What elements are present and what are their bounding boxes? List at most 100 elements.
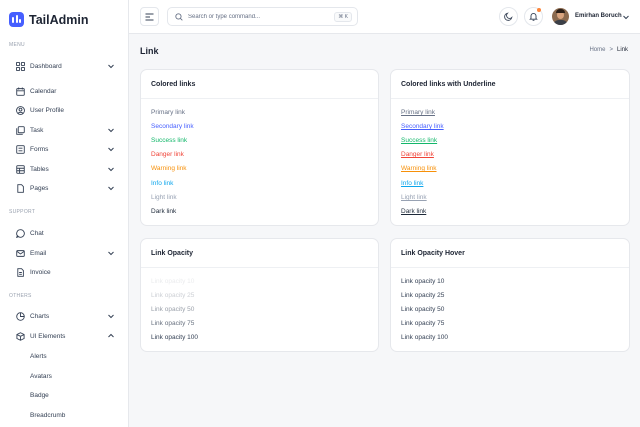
card-title: Colored links with Underline: [391, 70, 629, 99]
sidebar-item-chat[interactable]: Chat: [9, 226, 119, 240]
avatar[interactable]: [552, 8, 569, 25]
sidebar-item-label: Tables: [30, 165, 49, 173]
chevron-down-icon[interactable]: [622, 13, 630, 21]
sidebar-item-label: UI Elements: [30, 332, 66, 340]
card-title: Colored links: [141, 70, 378, 99]
card-link-opacity-hover: Link Opacity Hover Link opacity 10 Link …: [390, 238, 630, 352]
sidebar-item-label: Charts: [30, 312, 50, 320]
card-colored-links-underline: Colored links with Underline Primary lin…: [390, 69, 630, 226]
app-logo[interactable]: TailAdmin: [9, 12, 89, 27]
sidebar-item-email[interactable]: Email: [9, 246, 119, 260]
light-link[interactable]: Light link: [151, 194, 177, 201]
breadcrumb-separator: >: [609, 47, 613, 53]
table-icon: [14, 163, 27, 176]
pages-icon: [14, 182, 27, 195]
breadcrumb: Home > Link: [589, 47, 628, 53]
opacity-hover-50-link[interactable]: Link opacity 50: [401, 306, 445, 313]
warning-underline-link[interactable]: Warning link: [401, 165, 437, 172]
secondary-link[interactable]: Secondary link: [151, 123, 194, 130]
sidebar-item-label: Calendar: [30, 87, 57, 95]
logo-icon: [9, 12, 24, 27]
info-link[interactable]: Info link: [151, 180, 174, 187]
danger-link[interactable]: Danger link: [151, 151, 184, 158]
chevron-down-icon: [108, 251, 114, 256]
opacity-100-link[interactable]: Link opacity 100: [151, 334, 198, 341]
chevron-down-icon: [108, 147, 114, 152]
sidebar-item-label: Dashboard: [30, 62, 62, 70]
sidebar-subitem-breadcrumb[interactable]: Breadcrumb: [30, 412, 66, 419]
info-underline-link[interactable]: Info link: [401, 180, 424, 187]
breadcrumb-home-link[interactable]: Home: [589, 47, 606, 53]
sidebar-item-label: Task: [30, 126, 44, 134]
sidebar-item-label: Email: [30, 249, 47, 257]
card-link-opacity: Link Opacity Link opacity 10 Link opacit…: [140, 238, 379, 352]
chevron-down-icon: [108, 167, 114, 172]
invoice-icon: [14, 266, 27, 279]
section-label-support: SUPPORT: [9, 209, 36, 215]
user-icon: [14, 104, 27, 117]
opacity-25-link[interactable]: Link opacity 25: [151, 292, 195, 299]
light-underline-link[interactable]: Light link: [401, 194, 427, 201]
sidebar-item-tables[interactable]: Tables: [9, 162, 119, 176]
sidebar-subitem-avatars[interactable]: Avatars: [30, 373, 52, 380]
dark-link[interactable]: Dark link: [151, 208, 177, 215]
sidebar-item-task[interactable]: Task: [9, 123, 119, 137]
sidebar-item-label: Invoice: [30, 268, 51, 276]
sidebar-item-invoice[interactable]: Invoice: [9, 265, 119, 279]
sidebar-item-forms[interactable]: Forms: [9, 142, 119, 156]
sidebar-subitem-badge[interactable]: Badge: [30, 392, 49, 399]
opacity-hover-100-link[interactable]: Link opacity 100: [401, 334, 448, 341]
section-label-others: OTHERS: [9, 293, 32, 299]
section-label-menu: MENU: [9, 42, 25, 48]
notifications-button[interactable]: [524, 7, 543, 26]
task-icon: [14, 124, 27, 137]
opacity-10-link[interactable]: Link opacity 10: [151, 278, 195, 285]
sidebar-item-dashboard[interactable]: Dashboard: [9, 59, 119, 73]
sidebar-item-label: Chat: [30, 229, 44, 237]
success-underline-link[interactable]: Success link: [401, 137, 438, 144]
pie-chart-icon: [14, 310, 27, 323]
primary-underline-link[interactable]: Primary link: [401, 109, 435, 116]
bell-icon: [529, 13, 538, 21]
sidebar-item-label: User Profile: [30, 106, 64, 114]
app-name: TailAdmin: [29, 12, 89, 27]
opacity-50-link[interactable]: Link opacity 50: [151, 306, 195, 313]
search-shortcut-badge: ⌘ K: [334, 12, 352, 22]
sidebar-toggle-button[interactable]: [140, 7, 159, 26]
sidebar-item-pages[interactable]: Pages: [9, 181, 119, 195]
menu-icon: [145, 13, 154, 20]
sidebar-item-label: Forms: [30, 145, 49, 153]
chevron-up-icon: [108, 333, 114, 338]
dark-mode-toggle[interactable]: [499, 7, 518, 26]
chat-icon: [14, 227, 27, 240]
mail-icon: [14, 247, 27, 260]
chevron-down-icon: [108, 186, 114, 191]
danger-underline-link[interactable]: Danger link: [401, 151, 434, 158]
search-bar[interactable]: ⌘ K: [167, 7, 358, 26]
primary-link[interactable]: Primary link: [151, 109, 185, 116]
chevron-down-icon: [108, 64, 114, 69]
dark-underline-link[interactable]: Dark link: [401, 208, 427, 215]
page-title: Link: [140, 46, 159, 56]
search-input[interactable]: [188, 13, 328, 20]
search-icon: [175, 12, 183, 21]
opacity-hover-75-link[interactable]: Link opacity 75: [401, 320, 445, 327]
moon-icon: [504, 12, 513, 21]
opacity-75-link[interactable]: Link opacity 75: [151, 320, 195, 327]
sidebar-item-ui-elements[interactable]: UI Elements: [9, 329, 119, 343]
card-colored-links: Colored links Primary link Secondary lin…: [140, 69, 379, 226]
secondary-underline-link[interactable]: Secondary link: [401, 123, 444, 130]
sidebar-item-calendar[interactable]: Calendar: [9, 84, 119, 98]
box-icon: [14, 330, 27, 343]
sidebar-item-charts[interactable]: Charts: [9, 309, 119, 323]
user-name[interactable]: Emirhan Boruch: [575, 13, 622, 19]
chevron-down-icon: [108, 128, 114, 133]
opacity-hover-25-link[interactable]: Link opacity 25: [401, 292, 445, 299]
opacity-hover-10-link[interactable]: Link opacity 10: [401, 278, 445, 285]
sidebar-subitem-alerts[interactable]: Alerts: [30, 353, 47, 360]
warning-link[interactable]: Warning link: [151, 165, 187, 172]
sidebar-item-user-profile[interactable]: User Profile: [9, 103, 119, 117]
success-link[interactable]: Success link: [151, 137, 188, 144]
top-header: ⌘ K Emirhan Boruch: [129, 0, 640, 34]
notification-dot: [537, 8, 541, 12]
